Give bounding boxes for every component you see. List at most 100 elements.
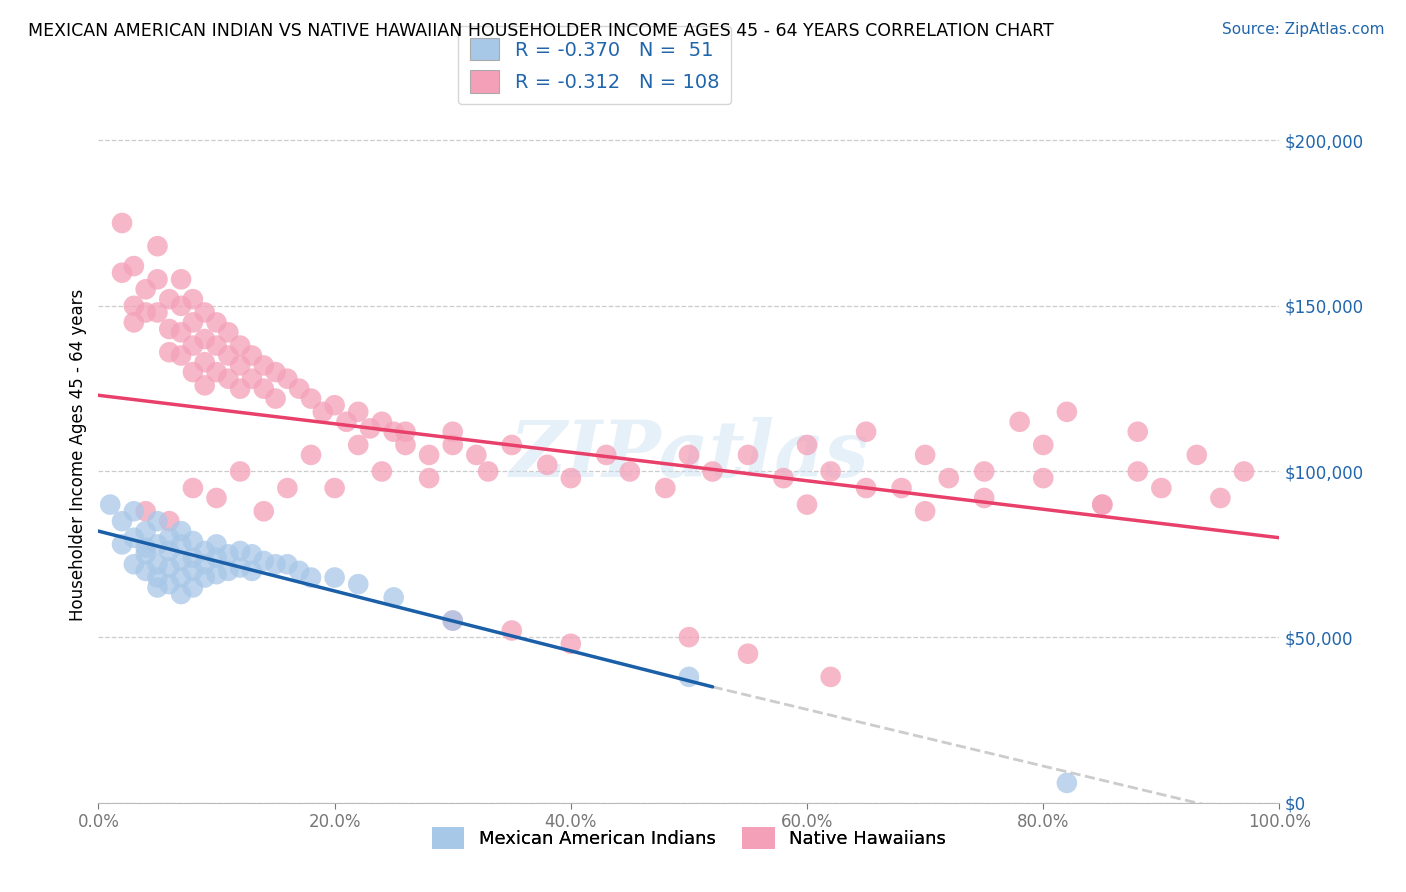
Point bbox=[170, 524, 193, 538]
Point bbox=[938, 471, 960, 485]
Point bbox=[170, 537, 193, 551]
Point bbox=[347, 405, 370, 419]
Point bbox=[323, 481, 346, 495]
Point bbox=[157, 514, 180, 528]
Point bbox=[194, 305, 217, 319]
Point bbox=[1091, 498, 1114, 512]
Point bbox=[288, 564, 311, 578]
Point bbox=[253, 504, 276, 518]
Point bbox=[347, 438, 370, 452]
Point bbox=[170, 587, 193, 601]
Point bbox=[501, 438, 523, 452]
Legend: Mexican American Indians, Native Hawaiians: Mexican American Indians, Native Hawaiia… bbox=[425, 820, 953, 856]
Point bbox=[135, 524, 157, 538]
Point bbox=[194, 558, 217, 572]
Point bbox=[264, 365, 287, 379]
Point bbox=[217, 372, 239, 386]
Point bbox=[560, 471, 582, 485]
Point bbox=[229, 465, 252, 479]
Point bbox=[217, 564, 239, 578]
Point bbox=[973, 465, 995, 479]
Point bbox=[229, 544, 252, 558]
Point bbox=[194, 378, 217, 392]
Point bbox=[157, 322, 180, 336]
Point bbox=[323, 570, 346, 584]
Point bbox=[1091, 498, 1114, 512]
Point bbox=[276, 558, 298, 572]
Point bbox=[146, 581, 169, 595]
Point bbox=[135, 547, 157, 561]
Point bbox=[205, 365, 228, 379]
Point bbox=[1185, 448, 1208, 462]
Point bbox=[276, 481, 298, 495]
Point bbox=[135, 305, 157, 319]
Point bbox=[181, 534, 204, 549]
Point bbox=[157, 531, 180, 545]
Point bbox=[205, 315, 228, 329]
Point bbox=[205, 550, 228, 565]
Point bbox=[299, 448, 322, 462]
Point bbox=[217, 349, 239, 363]
Point bbox=[1150, 481, 1173, 495]
Point bbox=[146, 305, 169, 319]
Point bbox=[654, 481, 676, 495]
Point bbox=[890, 481, 912, 495]
Point bbox=[170, 554, 193, 568]
Point bbox=[240, 372, 263, 386]
Point bbox=[194, 570, 217, 584]
Point bbox=[253, 359, 276, 373]
Point bbox=[914, 448, 936, 462]
Point bbox=[299, 392, 322, 406]
Point bbox=[240, 349, 263, 363]
Point bbox=[146, 558, 169, 572]
Point bbox=[796, 438, 818, 452]
Point bbox=[181, 564, 204, 578]
Point bbox=[135, 282, 157, 296]
Point bbox=[194, 355, 217, 369]
Point bbox=[678, 670, 700, 684]
Point bbox=[229, 338, 252, 352]
Point bbox=[737, 647, 759, 661]
Point bbox=[335, 415, 357, 429]
Point bbox=[181, 292, 204, 306]
Point bbox=[359, 421, 381, 435]
Point bbox=[264, 558, 287, 572]
Point bbox=[111, 216, 134, 230]
Point bbox=[820, 670, 842, 684]
Point bbox=[170, 570, 193, 584]
Point bbox=[678, 448, 700, 462]
Point bbox=[1126, 465, 1149, 479]
Point bbox=[465, 448, 488, 462]
Point bbox=[855, 481, 877, 495]
Point bbox=[135, 564, 157, 578]
Point bbox=[1126, 425, 1149, 439]
Point bbox=[146, 239, 169, 253]
Point bbox=[122, 315, 145, 329]
Point bbox=[157, 560, 180, 574]
Point bbox=[973, 491, 995, 505]
Point bbox=[347, 577, 370, 591]
Point bbox=[157, 292, 180, 306]
Point bbox=[276, 372, 298, 386]
Point bbox=[560, 637, 582, 651]
Point bbox=[441, 425, 464, 439]
Point bbox=[371, 465, 394, 479]
Point bbox=[796, 498, 818, 512]
Point bbox=[1032, 471, 1054, 485]
Point bbox=[181, 338, 204, 352]
Point bbox=[135, 504, 157, 518]
Point bbox=[702, 465, 724, 479]
Point bbox=[98, 498, 121, 512]
Point bbox=[229, 382, 252, 396]
Point bbox=[111, 266, 134, 280]
Point bbox=[382, 591, 405, 605]
Point bbox=[157, 345, 180, 359]
Point bbox=[111, 514, 134, 528]
Point bbox=[619, 465, 641, 479]
Point bbox=[501, 624, 523, 638]
Point bbox=[122, 531, 145, 545]
Point bbox=[240, 564, 263, 578]
Point bbox=[135, 541, 157, 555]
Point bbox=[441, 614, 464, 628]
Point bbox=[595, 448, 617, 462]
